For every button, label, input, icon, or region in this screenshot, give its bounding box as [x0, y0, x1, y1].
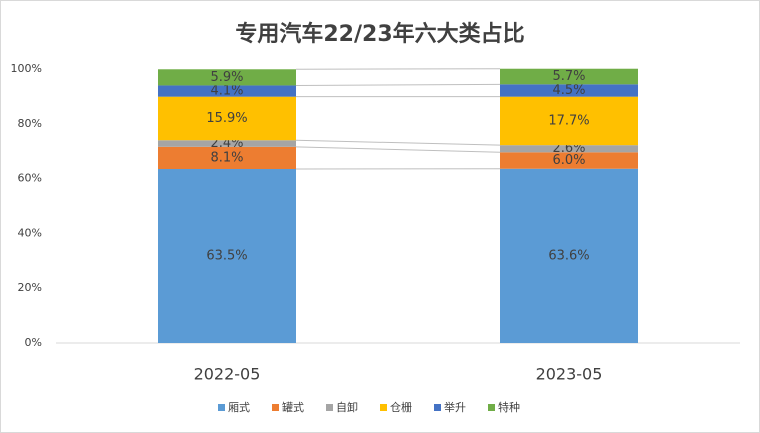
y-tick-label: 100% — [11, 62, 42, 75]
y-tick-label: 0% — [25, 336, 42, 349]
bar-segment — [500, 84, 638, 97]
value-label: 5.9% — [210, 70, 243, 85]
legend-swatch — [218, 404, 225, 411]
series-line — [295, 139, 501, 146]
bar-segment — [158, 146, 296, 170]
x-tick-label: 2022-05 — [194, 365, 261, 384]
legend-swatch — [272, 404, 279, 411]
series-line — [295, 68, 501, 70]
y-tick-label: 80% — [18, 117, 42, 130]
bar-segment — [158, 169, 296, 343]
legend-swatch — [434, 404, 441, 411]
bar-segment — [500, 68, 638, 85]
value-label: 5.7% — [552, 69, 585, 84]
value-label: 6.0% — [552, 153, 585, 168]
y-tick-label: 40% — [18, 226, 42, 239]
bar-segment — [500, 152, 638, 169]
chart-title: 专用汽车22/23年六大类占比 — [235, 21, 524, 47]
legend-swatch — [326, 404, 333, 411]
series-line — [295, 146, 501, 153]
legend-label: 自卸 — [336, 400, 358, 414]
bar-segment — [500, 145, 638, 153]
y-tick-label: 60% — [18, 172, 42, 185]
value-label: 15.9% — [206, 111, 247, 126]
bar-segment — [158, 85, 296, 97]
bar-segment — [500, 96, 638, 146]
legend-label: 厢式 — [228, 401, 250, 414]
value-label: 4.1% — [210, 84, 243, 99]
legend-label: 特种 — [498, 400, 520, 414]
value-label: 17.7% — [548, 113, 589, 128]
bar-segment — [158, 96, 296, 141]
value-label: 63.5% — [206, 249, 247, 264]
legend-swatch — [488, 404, 495, 411]
legend-swatch — [380, 404, 387, 411]
value-label: 63.6% — [548, 248, 589, 263]
y-tick-label: 20% — [18, 281, 42, 294]
series-line — [295, 83, 501, 86]
x-tick-label: 2023-05 — [536, 365, 603, 384]
legend-label: 举升 — [444, 400, 466, 414]
bar-segment — [500, 168, 638, 343]
legend-label: 仓栅 — [390, 400, 412, 414]
value-label: 4.5% — [552, 83, 585, 98]
bar-segment — [158, 140, 296, 147]
bar-segment — [158, 69, 296, 86]
legend-label: 罐式 — [282, 401, 304, 414]
value-label: 8.1% — [210, 150, 243, 165]
